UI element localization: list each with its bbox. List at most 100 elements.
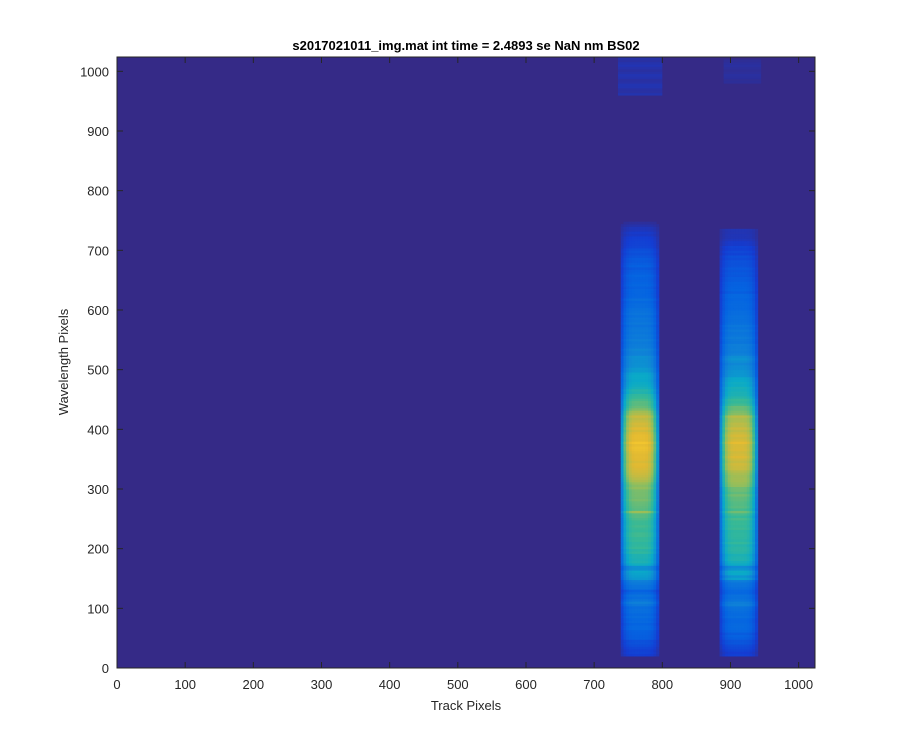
heat-cell [744,527,748,530]
heat-cell [626,393,630,397]
heat-cell [631,307,635,311]
heat-cell [653,424,657,428]
heat-cell [626,274,630,277]
heat-cell [653,345,657,349]
heat-cell [653,319,657,323]
heat-cell [722,293,726,297]
heat-cell [648,228,652,232]
heat-cell [637,412,641,416]
heat-cell [730,250,734,254]
heat-cell [719,491,723,495]
heat-cell [656,577,660,581]
heat-cell [719,520,723,523]
heat-cell [719,524,723,528]
heat-cell [722,467,726,471]
heat-cell [735,429,740,433]
heat-cell [642,531,646,535]
heat-cell [628,565,633,569]
heat-cell [741,329,745,332]
heat-cell [733,508,737,511]
heat-cell [639,376,643,380]
heat-cell [735,412,740,416]
heat-cell [733,453,737,456]
heat-cell [755,551,759,554]
heat-cell [738,615,742,619]
heat-cell [628,324,633,328]
heat-cell [656,481,660,485]
heat-cell [727,524,731,528]
heat-cell [642,467,646,471]
heat-cell [746,648,750,652]
heat-cell [746,629,750,633]
heat-cell [725,381,729,385]
heat-cell [642,257,646,261]
heat-cell [626,510,630,514]
heat-cell [648,388,652,392]
heat-cell [639,500,643,504]
heat-cell [741,605,745,609]
heat-cell [623,417,627,421]
heat-cell [741,262,745,266]
heat-cell [719,412,723,416]
heat-cell [631,247,635,251]
heat-cell [623,441,627,445]
heat-cell [634,472,638,476]
heat-cell [637,436,641,440]
heat-cell [749,298,753,301]
heat-cell [642,372,646,375]
heat-cell [738,453,742,456]
heat-cell [755,415,759,418]
heat-cell [620,455,624,459]
heat-cell [719,262,723,266]
heat-cell [620,472,624,476]
heat-cell [741,584,745,588]
heat-cell [719,400,723,404]
heat-cell [746,438,750,442]
heat-cell [637,302,641,306]
heat-cell [725,305,729,309]
heat-cell [656,372,660,375]
heat-cell [719,376,723,380]
heat-cell [634,560,638,564]
heat-cell [738,584,742,588]
heat-cell [738,498,742,502]
heat-cell [642,434,646,437]
heat-cell [656,584,660,588]
heat-cell [648,429,652,433]
heat-cell [722,646,726,650]
heat-cell [634,448,638,452]
heat-cell [752,622,756,626]
heat-cell [755,362,759,366]
heat-cell [639,489,643,492]
heat-cell [628,474,633,478]
heat-cell [628,391,633,394]
heat-cell [735,627,740,631]
heat-cell [631,479,635,483]
heat-cell [648,622,652,626]
heat-cell [628,360,633,363]
heat-cell [738,267,742,270]
heat-cell [722,436,726,440]
heat-cell [656,381,660,385]
heat-cell [634,546,638,550]
heat-cell [650,355,654,359]
heat-cell [653,632,657,635]
heat-cell [620,350,624,354]
heat-cell [631,415,635,418]
heat-cell [642,400,646,404]
heat-cell [626,613,630,616]
heat-cell [730,605,734,609]
heat-cell [620,312,624,316]
heat-cell [656,410,660,414]
heat-cell [719,319,723,323]
heat-cell [727,350,731,354]
heat-cell [722,329,726,332]
heat-cell [725,515,729,519]
heat-cell [623,224,627,227]
heat-cell [752,505,756,509]
heat-cell [656,317,660,320]
heat-cell [741,543,745,547]
heat-cell [656,610,660,614]
heat-cell [746,324,750,328]
heat-cell [653,491,657,495]
